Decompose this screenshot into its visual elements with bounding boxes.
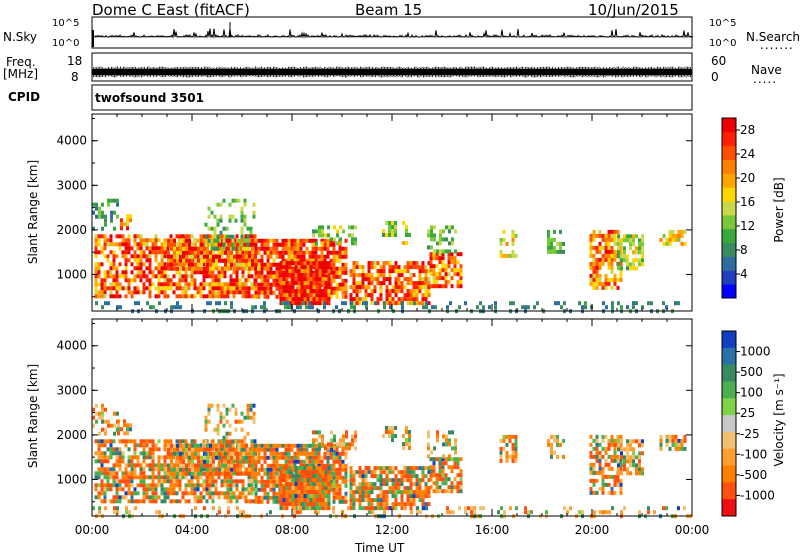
- velocity-heatmap-cells: [92, 403, 692, 519]
- x-axis-title: Time UT: [355, 541, 405, 555]
- nsearch-dots: .......: [760, 38, 794, 52]
- power-colorbar-swatch: [722, 270, 736, 285]
- freq-left-bottom: 8: [71, 70, 79, 84]
- power-colorbar-swatch: [722, 256, 736, 271]
- velocity-colorbar-swatch: [722, 381, 736, 399]
- velocity-colorbar-swatch: [722, 331, 736, 349]
- velocity-colorbar-swatch: [722, 482, 736, 500]
- power-ytick-label: 1000: [56, 267, 87, 281]
- freq-panel: [91, 52, 693, 82]
- velocity-colorbar-swatch: [722, 499, 736, 517]
- velocity-ytick-label: 3000: [56, 383, 87, 397]
- freq-label-2: [MHz]: [3, 67, 39, 81]
- power-colorbar-tick-label: 8: [740, 243, 748, 257]
- nave-dots: .......: [753, 72, 777, 86]
- power-ytick-label: 3000: [56, 178, 87, 192]
- x-tick-label: 12:00: [375, 523, 410, 537]
- x-tick-label: 08:00: [275, 523, 310, 537]
- velocity-colorbar-swatch: [722, 431, 736, 450]
- cpid-value: twofsound 3501: [95, 91, 204, 105]
- power-colorbar-swatch: [722, 284, 736, 299]
- velocity-colorbar-tick-label: -1000: [740, 488, 775, 502]
- power-heatmap-cells: [92, 198, 687, 314]
- velocity-colorbar-tick-label: -500: [740, 468, 767, 482]
- power-ytick-label: 2000: [56, 223, 87, 237]
- power-ytick-label: 4000: [56, 134, 87, 148]
- power-colorbar-frame: [721, 117, 737, 299]
- power-colorbar-swatch: [722, 131, 736, 147]
- power-colorbar-swatch: [722, 118, 736, 133]
- velocity-colorbar-tick-label: -100: [740, 447, 767, 461]
- power-colorbar-tick-label: 28: [740, 123, 755, 137]
- power-colorbar-tick-label: 16: [740, 195, 755, 209]
- power-colorbar-swatch: [722, 173, 736, 188]
- cpid-label: CPID: [8, 90, 41, 104]
- x-tick-label: 00:00: [75, 523, 110, 537]
- velocity-colorbar-swatch: [722, 465, 736, 483]
- freq-right-bottom: 0: [711, 70, 719, 84]
- noise-left-top: 10^5: [52, 18, 80, 29]
- power-colorbar-swatch: [722, 187, 736, 202]
- freq-left-top: 18: [67, 54, 83, 68]
- noise-panel: [91, 16, 693, 49]
- power-colorbar-label: Power [dB]: [772, 177, 786, 243]
- freq-trace: [91, 66, 693, 78]
- velocity-colorbar-swatch: [722, 364, 736, 382]
- nave-label: Nave: [751, 63, 782, 77]
- freq-right-top: 60: [711, 54, 727, 68]
- noise-right-top: 10^5: [709, 18, 737, 29]
- power-colorbar-tick-label: 20: [740, 171, 755, 185]
- power-colorbar-swatch: [722, 242, 736, 257]
- power-colorbar-swatch: [722, 201, 736, 216]
- power-colorbar-tick-label: 12: [740, 219, 755, 233]
- velocity-ytick-label: 1000: [56, 472, 87, 486]
- noise-sky-line: [91, 28, 694, 39]
- cpid-panel: [91, 84, 693, 111]
- power-colorbar-swatch: [722, 145, 736, 160]
- x-tick-label: 04:00: [175, 523, 210, 537]
- velocity-colorbar-swatch: [722, 415, 736, 433]
- velocity-colorbar-swatch: [722, 448, 736, 466]
- freq-label-1: Freq.: [6, 55, 36, 69]
- date-title: 10/Jun/2015: [588, 1, 679, 19]
- velocity-colorbar-tick-label: 25: [740, 406, 755, 420]
- power-colorbar-tick-label: 24: [740, 147, 755, 161]
- velocity-colorbar-tick-label: 1000: [740, 345, 771, 359]
- x-tick-label: 00:00: [675, 523, 710, 537]
- velocity-colorbar-frame: [721, 330, 737, 517]
- station-title: Dome C East (fitACF): [92, 1, 250, 19]
- velocity-ylabel: Slant Range [km]: [26, 363, 40, 469]
- nsky-label: N.Sky: [3, 30, 38, 44]
- x-tick-label: 20:00: [575, 523, 610, 537]
- noise-left-bottom: 10^0: [52, 38, 80, 49]
- x-tick-label: 16:00: [475, 523, 510, 537]
- noise-right-bottom: 10^0: [709, 38, 737, 49]
- velocity-colorbar-label: Velocity [m s⁻¹]: [772, 373, 786, 467]
- nsearch-label: N.Search: [746, 30, 800, 44]
- velocity-colorbar-swatch: [722, 347, 736, 366]
- velocity-colorbar-tick-label: 100: [740, 386, 763, 400]
- power-ylabel: Slant Range [km]: [26, 159, 40, 265]
- power-colorbar-swatch: [722, 159, 736, 174]
- power-colorbar-swatch: [722, 214, 736, 230]
- velocity-ytick-label: 2000: [56, 428, 87, 442]
- beam-title: Beam 15: [355, 1, 423, 19]
- velocity-colorbar-swatch: [722, 398, 736, 416]
- power-colorbar-tick-label: 4: [740, 267, 748, 281]
- velocity-ytick-label: 4000: [56, 339, 87, 353]
- velocity-colorbar-tick-label: 500: [740, 365, 763, 379]
- power-colorbar-swatch: [722, 228, 736, 244]
- velocity-colorbar-tick-label: -25: [740, 427, 760, 441]
